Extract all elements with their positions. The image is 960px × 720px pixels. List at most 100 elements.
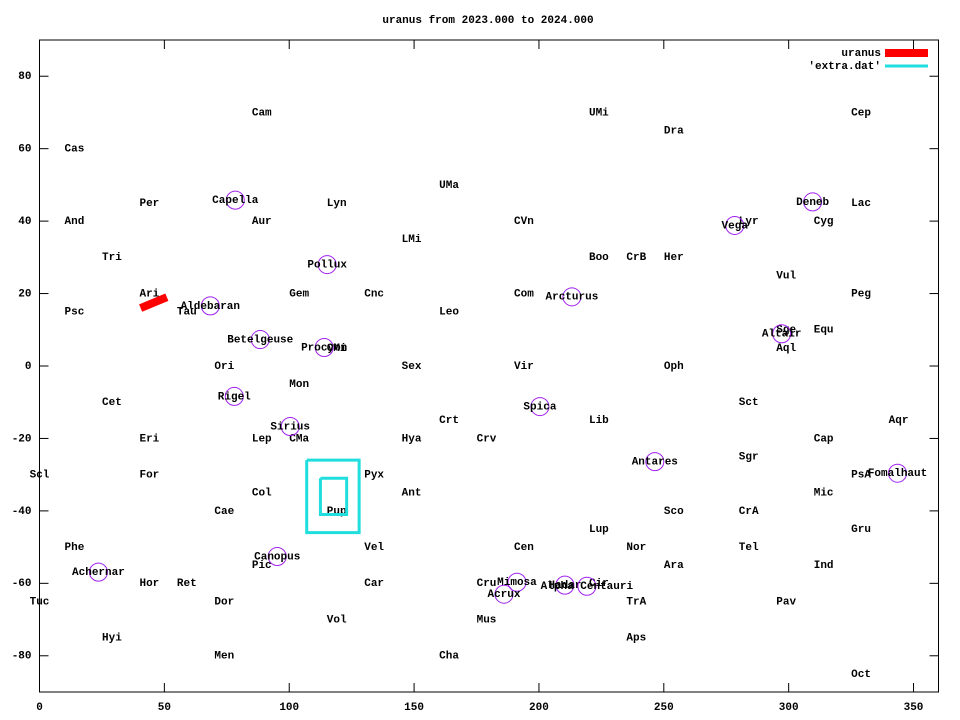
star-marker <box>317 255 337 275</box>
constellation-label: Lib <box>589 415 609 427</box>
y-tick-label: 80 <box>18 71 31 83</box>
constellation-label: Mus <box>477 614 497 626</box>
constellation-label: Tri <box>102 252 122 264</box>
constellation-label: Mic <box>814 488 834 500</box>
constellation-label: Hyi <box>102 633 122 645</box>
constellation-label: Cet <box>102 397 122 409</box>
constellation-label: Ari <box>139 288 159 300</box>
constellation-label: Sex <box>402 361 422 373</box>
star-label: Arcturus <box>546 292 599 304</box>
constellation-label: PsA <box>851 470 871 482</box>
constellation-label: Car <box>364 578 384 590</box>
constellation-label: Aql <box>776 343 796 355</box>
star-label: Capella <box>212 195 259 207</box>
constellation-label: Pic <box>252 560 272 572</box>
constellation-label: Oph <box>664 361 684 373</box>
constellation-label: Vol <box>327 614 347 626</box>
constellation-label: And <box>65 216 85 228</box>
constellation-label: Aps <box>626 633 646 645</box>
x-tick-label: 300 <box>779 702 799 714</box>
star-marker <box>530 397 550 417</box>
constellation-label: Com <box>514 288 534 300</box>
constellation-label: Tau <box>177 307 197 319</box>
constellation-label: Aqr <box>889 415 909 427</box>
constellation-label: Ret <box>177 578 197 590</box>
constellation-label: Lup <box>589 524 609 536</box>
star-label: Antares <box>632 457 678 469</box>
x-tick-label: 50 <box>158 702 171 714</box>
star-marker <box>494 584 514 604</box>
star-label: Alpha Centauri <box>541 581 634 593</box>
x-tick-label: 250 <box>654 702 674 714</box>
constellation-label: Tel <box>739 542 759 554</box>
star-label: Deneb <box>796 197 829 209</box>
constellation-label: Col <box>252 488 272 500</box>
star-marker <box>645 452 665 472</box>
constellation-label: Boo <box>589 252 609 264</box>
constellation-label: Hor <box>139 578 159 590</box>
x-tick-label: 0 <box>36 702 43 714</box>
y-tick-label: 20 <box>18 288 31 300</box>
constellation-label: Sge <box>776 325 796 337</box>
constellation-label: Sgr <box>739 451 759 463</box>
y-tick-label: -40 <box>12 506 32 518</box>
y-tick-label: -20 <box>12 433 32 445</box>
star-marker <box>314 338 334 358</box>
star-label: Pollux <box>307 259 347 271</box>
constellation-label: Cnc <box>364 288 384 300</box>
constellation-label: Ori <box>214 361 234 373</box>
constellation-label: CVn <box>514 216 534 228</box>
star-marker <box>772 324 792 344</box>
constellation-label: Lyn <box>327 198 347 210</box>
star-label: Fomalhaut <box>868 468 927 480</box>
constellation-label: Cep <box>851 107 871 119</box>
constellation-label: Aur <box>252 216 272 228</box>
star-marker <box>267 547 287 567</box>
constellation-label: Tuc <box>30 596 50 608</box>
star-label: Procyon <box>301 342 347 354</box>
constellation-label: Scl <box>30 470 50 482</box>
star-marker <box>803 192 823 212</box>
constellation-label: Leo <box>439 307 459 319</box>
star-label: Mimosa <box>497 577 537 589</box>
star-label: Canopus <box>254 551 300 563</box>
constellation-label: Vir <box>514 361 534 373</box>
star-label: Achernar <box>72 567 125 579</box>
star-label: Betelgeuse <box>227 334 293 346</box>
star-marker <box>280 416 300 436</box>
constellation-label: Cas <box>65 144 85 156</box>
constellation-label: Eri <box>139 433 159 445</box>
constellation-label: Vul <box>776 270 796 282</box>
constellation-label: Her <box>664 252 684 264</box>
constellation-label: Pyx <box>364 470 384 482</box>
star-label: Sirius <box>270 421 310 433</box>
legend-label: 'extra.dat' <box>808 61 881 73</box>
star-label: Vega <box>722 220 749 232</box>
constellation-label: Cha <box>439 651 459 663</box>
constellation-label: Dor <box>214 596 234 608</box>
star-marker <box>224 386 244 406</box>
y-tick-label: -80 <box>12 651 32 663</box>
constellation-label: Ind <box>814 560 834 572</box>
constellation-label: For <box>139 470 159 482</box>
constellation-label: Cam <box>252 107 272 119</box>
x-tick-label: 200 <box>529 702 549 714</box>
constellation-label: Hya <box>402 433 422 445</box>
constellation-label: Vel <box>364 542 384 554</box>
constellation-label: Peg <box>851 288 871 300</box>
constellation-label: LMi <box>402 234 422 246</box>
star-marker <box>577 576 597 596</box>
constellation-label: Oct <box>851 669 871 681</box>
chart-title: uranus from 2023.000 to 2024.000 <box>382 15 593 27</box>
star-marker <box>88 562 108 582</box>
constellation-label: Cyg <box>814 216 834 228</box>
star-label: Rigel <box>218 391 251 403</box>
star-label: Aldebaran <box>181 301 240 313</box>
x-tick-label: 100 <box>279 702 299 714</box>
constellation-label: Nor <box>626 542 646 554</box>
constellation-label: Psc <box>65 307 85 319</box>
constellation-label: Ant <box>402 488 422 500</box>
constellation-label: Cap <box>814 433 834 445</box>
constellation-label: Gru <box>851 524 871 536</box>
constellation-label: Pav <box>776 596 796 608</box>
